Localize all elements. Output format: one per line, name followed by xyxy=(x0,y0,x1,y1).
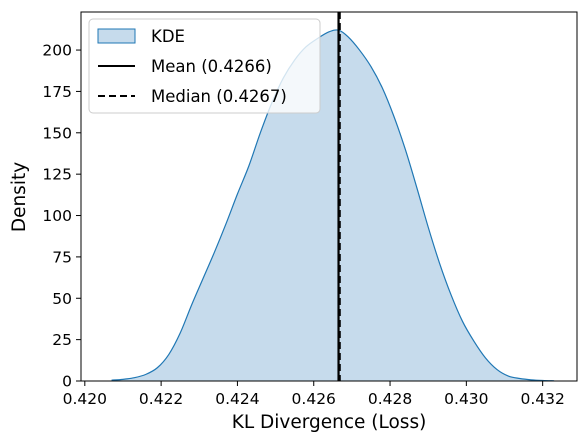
legend-kde-swatch xyxy=(97,28,136,44)
legend-mean-label: Mean (0.4266) xyxy=(151,57,272,76)
legend-box xyxy=(88,18,321,114)
y-tick-label: 100 xyxy=(42,207,72,225)
legend-kde-label: KDE xyxy=(151,27,185,46)
y-tick-label: 25 xyxy=(52,331,72,349)
y-axis-label: Density xyxy=(9,162,30,232)
kde-line xyxy=(111,29,555,381)
x-tick-label: 0.430 xyxy=(444,390,488,408)
y-tick-label: 75 xyxy=(52,248,72,266)
x-axis-label: KL Divergence (Loss) xyxy=(232,412,427,433)
x-tick-label: 0.428 xyxy=(368,390,412,408)
y-tick-label: 175 xyxy=(42,83,72,101)
x-tick-label: 0.432 xyxy=(520,390,564,408)
y-tick-label: 0 xyxy=(62,373,72,391)
legend-median-label: Median (0.4267) xyxy=(151,87,287,106)
y-tick-label: 200 xyxy=(42,42,72,60)
x-tick-label: 0.426 xyxy=(292,390,336,408)
x-tick-label: 0.420 xyxy=(63,390,107,408)
legend: KDE Mean (0.4266) Median (0.4267) xyxy=(88,18,321,114)
y-tick-label: 150 xyxy=(42,124,72,142)
x-tick-label: 0.424 xyxy=(215,390,259,408)
x-tick-label: 0.422 xyxy=(139,390,183,408)
plot-frame xyxy=(80,11,578,382)
y-tick-label: 125 xyxy=(42,166,72,184)
kde-area xyxy=(111,29,555,381)
y-tick-label: 50 xyxy=(52,290,72,308)
